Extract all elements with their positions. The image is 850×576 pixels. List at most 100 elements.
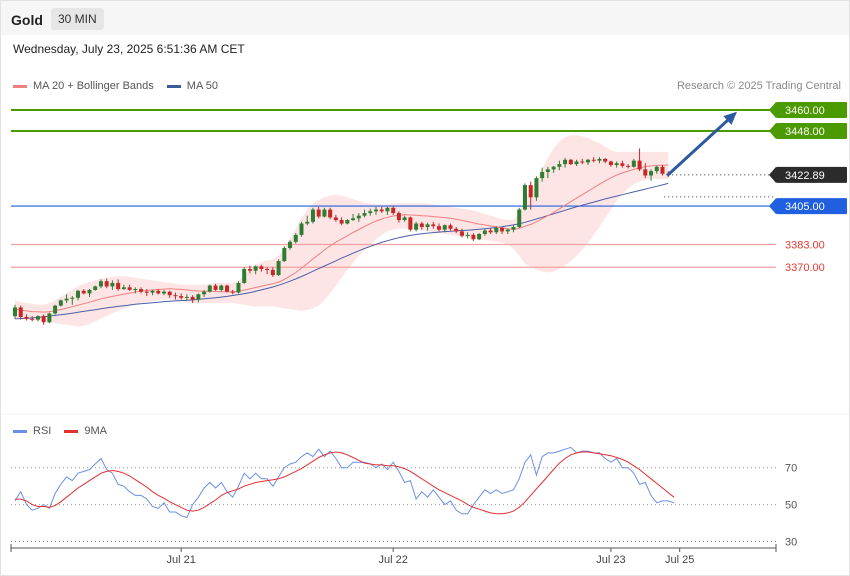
- candle: [373, 206, 378, 215]
- candle: [167, 290, 172, 298]
- candle: [545, 166, 550, 179]
- candle: [30, 316, 35, 322]
- level-tag-resistance: [776, 101, 847, 118]
- candle-body: [121, 287, 126, 290]
- rsi-tick-label: 30: [785, 537, 797, 549]
- candle: [459, 228, 464, 238]
- candle-body: [276, 261, 281, 276]
- candle-body: [253, 266, 258, 271]
- ma50-swatch: [166, 84, 181, 88]
- candle-body: [586, 159, 590, 163]
- candle-body: [196, 294, 201, 300]
- candle-body: [339, 220, 344, 224]
- candle: [202, 289, 207, 297]
- candle-body: [574, 161, 579, 165]
- candle: [431, 221, 436, 229]
- candle-body: [116, 282, 121, 290]
- candle-body: [179, 296, 184, 298]
- candle: [70, 296, 75, 305]
- candle-body: [219, 285, 224, 290]
- level-label-resistance: 3448.00: [785, 126, 825, 138]
- candle-body: [505, 229, 510, 232]
- candle: [35, 315, 40, 322]
- bollinger-band: [15, 135, 669, 327]
- candle: [18, 305, 23, 320]
- level-label-pivot: 3405.00: [785, 201, 825, 213]
- candle-body: [230, 291, 235, 293]
- candle-body: [373, 209, 378, 212]
- candle: [379, 206, 384, 214]
- candle: [150, 289, 155, 296]
- candle: [116, 279, 121, 291]
- candle: [253, 265, 258, 275]
- candle-body: [649, 171, 654, 176]
- candle-body: [53, 305, 58, 314]
- candle-body: [70, 297, 75, 299]
- ma20-legend-label: MA 20 + Bollinger Bands: [33, 80, 154, 92]
- candle: [454, 227, 459, 234]
- candle: [139, 287, 144, 294]
- candle-body: [545, 169, 550, 172]
- candle: [305, 215, 310, 226]
- candle: [282, 246, 287, 262]
- candle-body: [213, 285, 218, 290]
- timeframe-badge[interactable]: 30 MIN: [51, 8, 104, 30]
- candle-body: [356, 215, 361, 219]
- candle-body: [265, 268, 270, 270]
- candle-body: [202, 291, 207, 295]
- candle: [608, 160, 613, 167]
- candle: [631, 158, 636, 168]
- candle: [580, 158, 585, 165]
- candle: [505, 228, 510, 235]
- candle: [345, 219, 350, 225]
- rsi-ma-line: [15, 451, 675, 515]
- candle-body: [64, 298, 69, 301]
- candle-body: [488, 230, 493, 233]
- candle: [242, 267, 247, 284]
- candle: [225, 284, 230, 293]
- candle-body: [643, 169, 648, 176]
- level-label-support: 3370.00: [785, 262, 825, 274]
- candle-body: [379, 209, 384, 212]
- candle-body: [391, 207, 396, 214]
- candle: [563, 158, 568, 168]
- candle-body: [563, 159, 568, 165]
- candle-body: [299, 223, 304, 235]
- level-label-resistance: 3460.00: [785, 105, 825, 117]
- candle-body: [414, 223, 419, 230]
- candle: [471, 233, 476, 242]
- candle: [230, 289, 235, 295]
- candle-body: [35, 316, 40, 320]
- candle-body: [551, 166, 556, 170]
- candle-body: [242, 268, 247, 283]
- candle: [93, 285, 98, 291]
- candle-body: [626, 165, 631, 167]
- candle-body: [41, 316, 46, 323]
- candle: [333, 214, 338, 222]
- candle-body: [437, 226, 442, 230]
- candle-body: [408, 217, 413, 230]
- candle: [591, 157, 596, 163]
- candle-body: [477, 234, 482, 240]
- candle: [511, 225, 516, 233]
- candle-body: [293, 234, 298, 242]
- candle: [551, 165, 556, 173]
- candle-body: [591, 159, 596, 161]
- candle: [603, 158, 608, 164]
- candle-body: [471, 234, 476, 240]
- candle: [425, 222, 430, 231]
- candle-body: [270, 269, 275, 276]
- candle: [614, 161, 619, 168]
- candle: [127, 284, 132, 291]
- candle: [643, 163, 648, 179]
- candle-body: [161, 291, 166, 294]
- candle-body: [282, 248, 287, 262]
- rsi-ma-legend-label: 9MA: [84, 425, 107, 437]
- timestamp-text: Wednesday, July 23, 2025 6:51:36 AM CET: [13, 42, 245, 56]
- candle: [236, 281, 241, 294]
- candle-body: [494, 227, 499, 233]
- candle: [207, 284, 212, 293]
- candle-body: [631, 160, 636, 167]
- candle: [351, 213, 356, 221]
- candle-body: [637, 160, 642, 170]
